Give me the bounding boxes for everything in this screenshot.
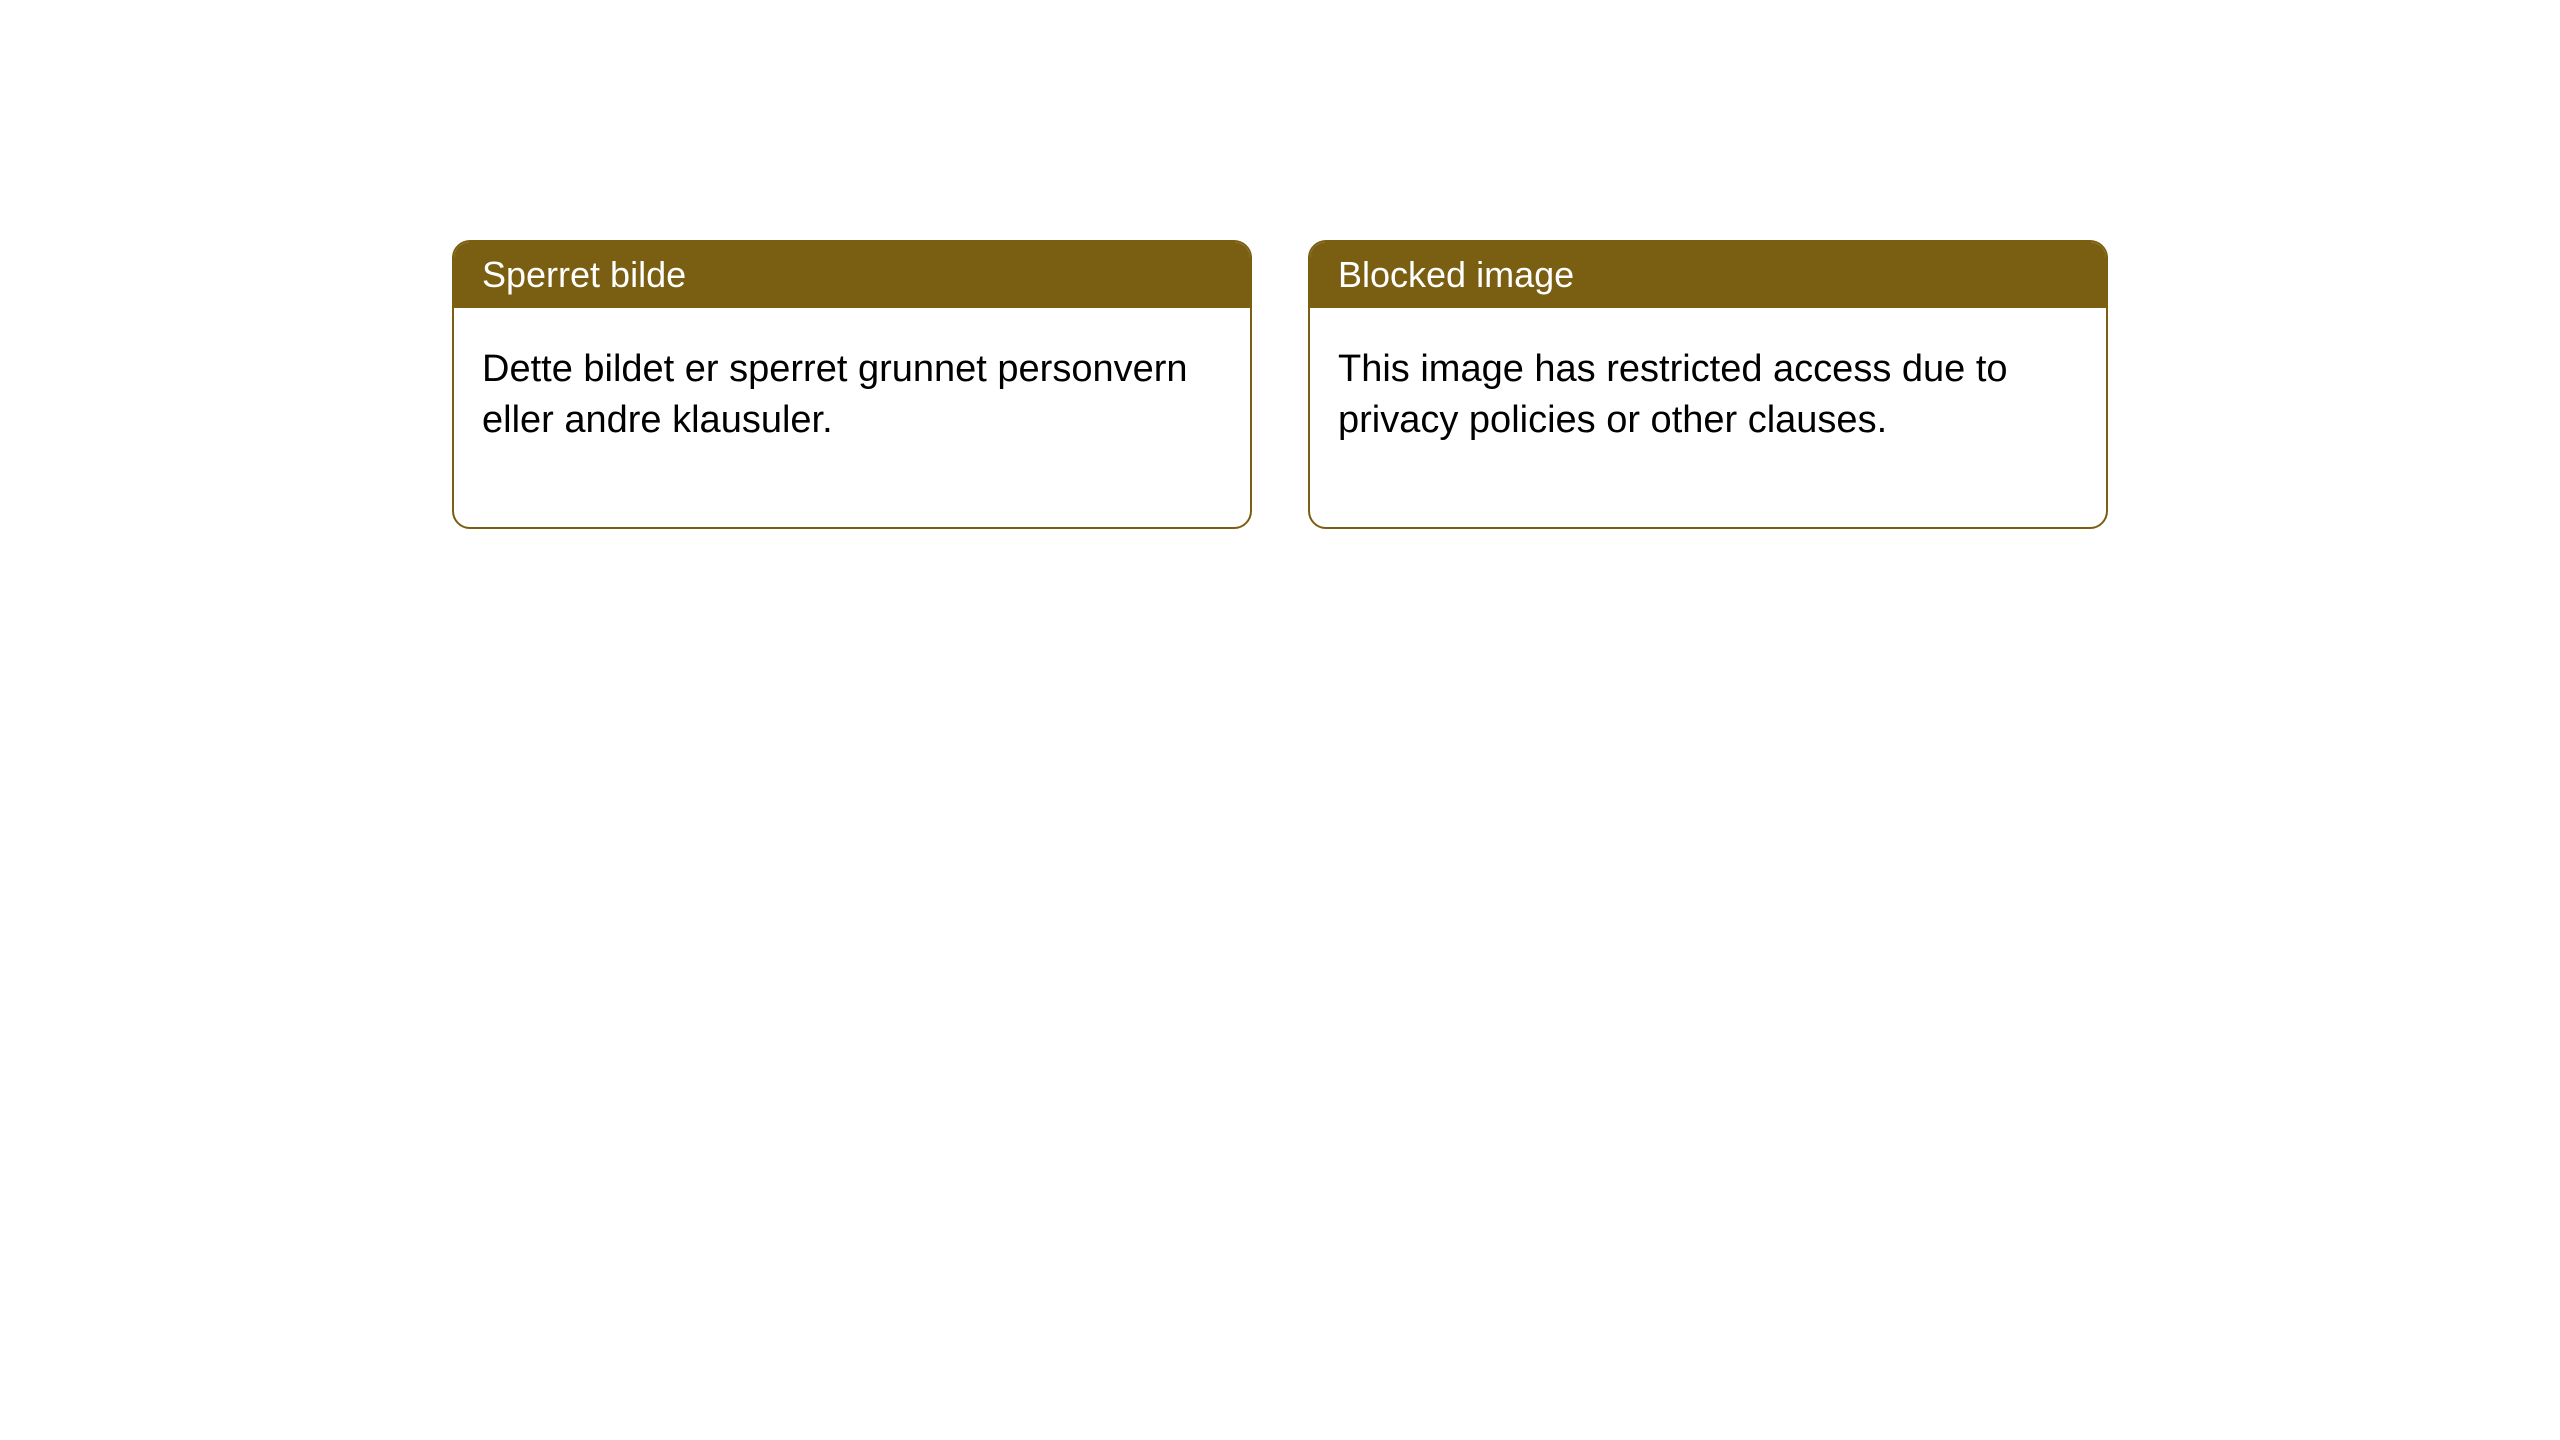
notice-card-header: Blocked image: [1310, 242, 2106, 308]
notice-card-norwegian: Sperret bilde Dette bildet er sperret gr…: [452, 240, 1252, 529]
notice-card-header: Sperret bilde: [454, 242, 1250, 308]
notice-card-message: Dette bildet er sperret grunnet personve…: [482, 348, 1188, 441]
notice-card-title: Blocked image: [1338, 254, 1574, 295]
notice-card-body: Dette bildet er sperret grunnet personve…: [454, 308, 1250, 527]
notice-card-body: This image has restricted access due to …: [1310, 308, 2106, 527]
notice-card-message: This image has restricted access due to …: [1338, 348, 2008, 441]
notice-cards-container: Sperret bilde Dette bildet er sperret gr…: [452, 240, 2108, 529]
notice-card-english: Blocked image This image has restricted …: [1308, 240, 2108, 529]
notice-card-title: Sperret bilde: [482, 254, 686, 295]
